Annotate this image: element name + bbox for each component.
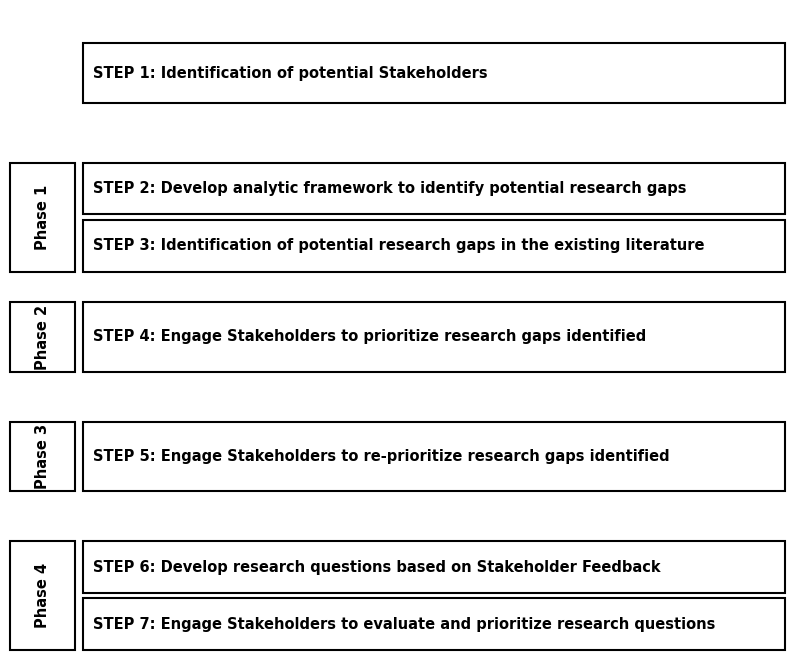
FancyBboxPatch shape: [83, 163, 785, 214]
Text: STEP 4: Engage Stakeholders to prioritize research gaps identified: STEP 4: Engage Stakeholders to prioritiz…: [93, 329, 646, 345]
Text: Phase 2: Phase 2: [35, 304, 50, 370]
FancyBboxPatch shape: [83, 302, 785, 372]
Text: Phase 1: Phase 1: [35, 185, 50, 250]
FancyBboxPatch shape: [83, 422, 785, 491]
Text: STEP 6: Develop research questions based on Stakeholder Feedback: STEP 6: Develop research questions based…: [93, 560, 660, 574]
FancyBboxPatch shape: [10, 541, 75, 650]
Text: STEP 5: Engage Stakeholders to re-prioritize research gaps identified: STEP 5: Engage Stakeholders to re-priori…: [93, 449, 670, 464]
Text: Phase 4: Phase 4: [35, 563, 50, 628]
Text: STEP 2: Develop analytic framework to identify potential research gaps: STEP 2: Develop analytic framework to id…: [93, 181, 686, 196]
FancyBboxPatch shape: [83, 598, 785, 650]
FancyBboxPatch shape: [83, 220, 785, 272]
Text: STEP 1: Identification of potential Stakeholders: STEP 1: Identification of potential Stak…: [93, 66, 487, 80]
FancyBboxPatch shape: [83, 43, 785, 103]
Text: STEP 7: Engage Stakeholders to evaluate and prioritize research questions: STEP 7: Engage Stakeholders to evaluate …: [93, 617, 715, 631]
Text: Phase 3: Phase 3: [35, 424, 50, 489]
FancyBboxPatch shape: [10, 302, 75, 372]
FancyBboxPatch shape: [10, 163, 75, 272]
Text: STEP 3: Identification of potential research gaps in the existing literature: STEP 3: Identification of potential rese…: [93, 238, 704, 253]
FancyBboxPatch shape: [83, 541, 785, 593]
FancyBboxPatch shape: [10, 422, 75, 491]
